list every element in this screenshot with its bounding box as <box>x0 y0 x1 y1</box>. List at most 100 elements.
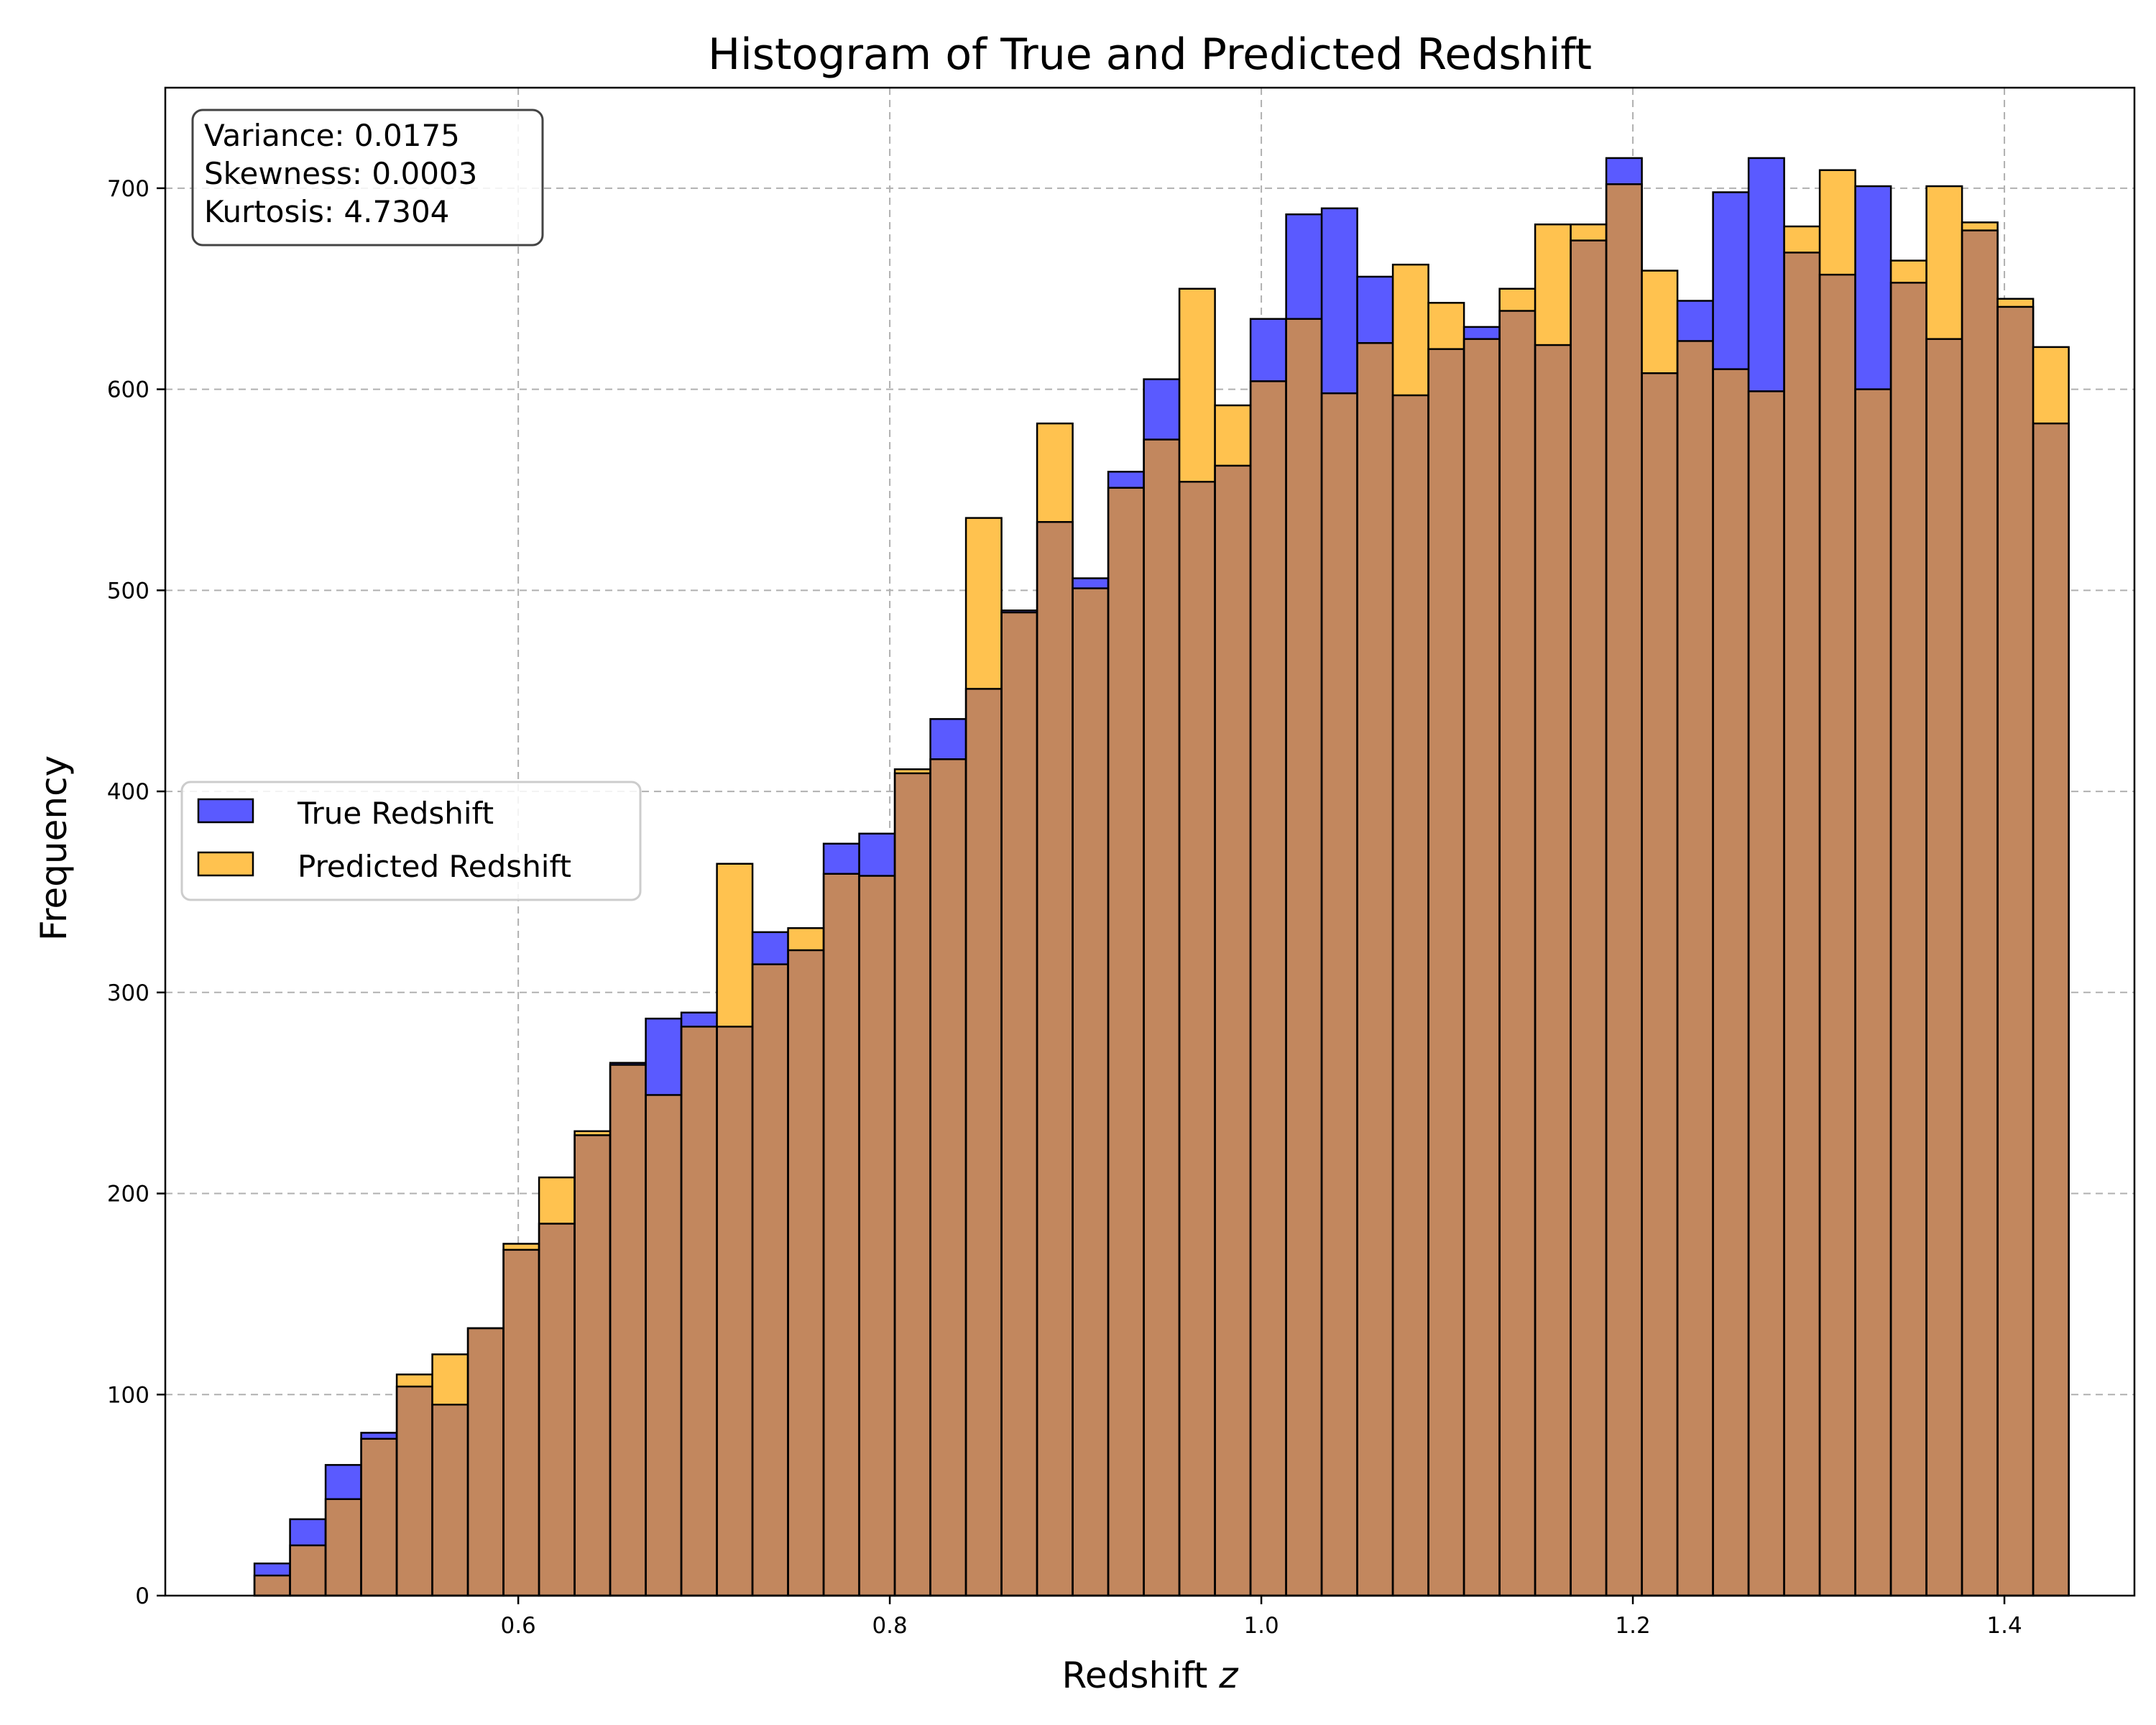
overlap-bar <box>1108 487 1144 1596</box>
predicted-redshift-bar <box>895 769 931 773</box>
overlap-bar <box>930 759 967 1596</box>
overlap-bar <box>1713 369 1749 1596</box>
bars <box>253 157 2070 1597</box>
overlap-bar <box>1784 252 1820 1596</box>
overlap-bar <box>1393 395 1429 1596</box>
overlap-bar <box>468 1328 504 1596</box>
true-redshift-bar <box>610 1062 646 1065</box>
overlap-bar <box>1322 393 1358 1596</box>
predicted-redshift-bar <box>574 1131 611 1136</box>
predicted-redshift-bar <box>788 928 824 951</box>
predicted-redshift-bar <box>1393 264 1429 395</box>
true-redshift-bar <box>1250 318 1286 382</box>
statistics-annotation-box: Variance: 0.0175 Skewness: 0.0003 Kurtos… <box>191 109 544 247</box>
y-tick-label: 400 <box>107 779 149 805</box>
predicted-redshift-bar <box>1037 423 1073 523</box>
legend-label-predicted-redshift: Predicted Redshift <box>298 849 571 884</box>
overlap-bar <box>824 873 860 1596</box>
skewness-text: Skewness: 0.0003 <box>204 156 477 191</box>
overlap-bar <box>1499 310 1536 1596</box>
legend-swatch-predicted-redshift <box>197 851 254 877</box>
variance-text: Variance: 0.0175 <box>204 118 460 153</box>
true-redshift-bar <box>326 1465 361 1499</box>
overlap-bar <box>1641 373 1678 1596</box>
y-tick-label: 0 <box>135 1583 149 1609</box>
true-redshift-bar <box>1001 610 1038 613</box>
overlap-bar <box>254 1576 290 1596</box>
y-tick-label: 200 <box>107 1182 149 1208</box>
overlap-bar <box>681 1026 717 1596</box>
x-tick-label: 1.2 <box>1615 1613 1650 1639</box>
legend: True Redshift Predicted Redshift <box>180 781 642 901</box>
true-redshift-bar <box>1749 157 1784 392</box>
true-redshift-bar <box>859 833 895 876</box>
true-redshift-bar <box>1677 300 1713 341</box>
x-axis-label: Redshift z <box>1061 1655 1239 1696</box>
kurtosis-text: Kurtosis: 4.7304 <box>204 194 449 229</box>
overlap-bar <box>1570 240 1607 1596</box>
predicted-redshift-bar <box>1820 170 1856 275</box>
overlap-bar <box>1820 275 1856 1596</box>
true-redshift-bar <box>1143 379 1180 440</box>
overlap-bar <box>361 1438 397 1596</box>
predicted-redshift-bar <box>1499 288 1536 311</box>
overlap-bar <box>1001 612 1038 1596</box>
predicted-redshift-bar <box>1570 224 1607 241</box>
true-redshift-bar <box>1464 326 1500 339</box>
axis-ticks: 0.6 0.8 1.0 1.2 1.4 0 100 200 300 400 500 600 700 <box>107 176 2022 1639</box>
overlap-bar <box>1464 339 1500 1596</box>
overlap-bar <box>1250 381 1286 1596</box>
true-redshift-bar <box>681 1012 717 1027</box>
overlap-bar <box>645 1095 682 1596</box>
y-tick-label: 300 <box>107 980 149 1006</box>
predicted-redshift-bar <box>1428 303 1465 349</box>
overlap-bar <box>1286 318 1322 1596</box>
overlap-bar <box>326 1499 361 1596</box>
true-redshift-bar <box>824 843 860 874</box>
overlap-bar <box>717 1026 753 1596</box>
overlap-bar <box>1962 230 1998 1596</box>
overlap-bar <box>503 1249 540 1596</box>
overlap-bar <box>788 950 824 1596</box>
statistics-box-frame <box>191 109 544 247</box>
predicted-redshift-bar <box>966 518 1002 689</box>
overlap-bar <box>1926 339 1963 1596</box>
overlap-bar <box>1215 465 1251 1596</box>
predicted-redshift-bar <box>1891 260 1927 283</box>
overlap-bar <box>966 689 1002 1596</box>
overlap-bar <box>1749 391 1784 1596</box>
legend-label-true-redshift: True Redshift <box>297 796 494 831</box>
x-tick-label: 0.8 <box>872 1613 907 1639</box>
true-redshift-bar <box>290 1519 326 1546</box>
true-redshift-bar <box>1322 208 1358 394</box>
true-redshift-bar <box>752 932 788 965</box>
plot-frame <box>164 86 2136 1597</box>
true-redshift-bar <box>1357 276 1393 344</box>
overlap-bar <box>1179 482 1215 1596</box>
x-tick-label: 1.4 <box>1986 1613 2022 1639</box>
predicted-redshift-bar <box>2033 346 2069 424</box>
true-redshift-bar <box>254 1563 290 1576</box>
overlap-bar <box>1143 439 1180 1596</box>
predicted-redshift-bar <box>539 1177 575 1224</box>
overlap-bar <box>859 875 895 1596</box>
y-tick-label: 700 <box>107 176 149 202</box>
predicted-redshift-bar <box>1215 405 1251 466</box>
predicted-redshift-bar <box>1179 288 1215 482</box>
true-redshift-bar <box>1713 192 1749 369</box>
true-redshift-bar <box>1855 186 1892 390</box>
true-redshift-bar <box>1072 578 1109 589</box>
x-tick-label: 0.6 <box>500 1613 535 1639</box>
y-axis-label: Frequency <box>33 755 75 941</box>
y-tick-label: 600 <box>107 377 149 403</box>
overlap-bar <box>1891 282 1927 1596</box>
predicted-redshift-bar <box>432 1354 469 1405</box>
predicted-redshift-bar <box>1784 226 1820 253</box>
x-tick-label: 1.0 <box>1243 1613 1279 1639</box>
legend-frame <box>180 781 642 901</box>
overlap-bar <box>1677 341 1713 1596</box>
overlap-bar <box>752 964 788 1596</box>
predicted-redshift-bar <box>1926 186 1963 339</box>
true-redshift-bar <box>645 1018 682 1095</box>
